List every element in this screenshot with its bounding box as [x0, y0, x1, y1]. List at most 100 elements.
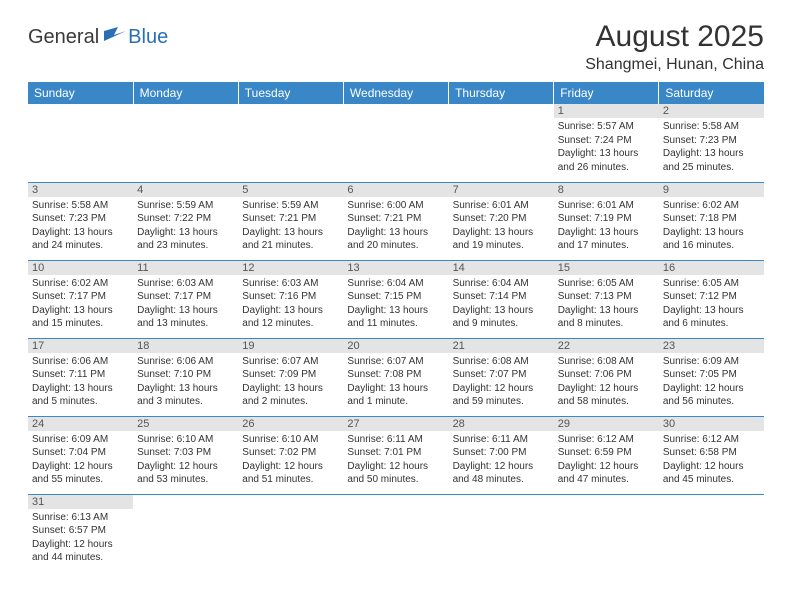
day-details: Sunrise: 6:04 AMSunset: 7:14 PMDaylight:… [449, 275, 554, 333]
sunset-text: Sunset: 7:09 PM [242, 368, 339, 382]
sunset-text: Sunset: 7:07 PM [453, 368, 550, 382]
day-number: 30 [659, 417, 764, 431]
sunrise-text: Sunrise: 6:05 AM [663, 277, 760, 291]
daylight-text: Daylight: 13 hours and 6 minutes. [663, 304, 760, 331]
sunset-text: Sunset: 7:08 PM [347, 368, 444, 382]
sunset-text: Sunset: 7:23 PM [32, 212, 129, 226]
sunrise-text: Sunrise: 6:00 AM [347, 199, 444, 213]
calendar-cell: 27Sunrise: 6:11 AMSunset: 7:01 PMDayligh… [343, 416, 448, 494]
weekday-header: Thursday [449, 82, 554, 104]
day-number: 1 [554, 104, 659, 118]
calendar-cell: 6 Sunrise: 6:00 AMSunset: 7:21 PMDaylight… [343, 182, 448, 260]
sunrise-text: Sunrise: 6:04 AM [347, 277, 444, 291]
daylight-text: Daylight: 13 hours and 25 minutes. [663, 147, 760, 174]
sunrise-text: Sunrise: 6:03 AM [137, 277, 234, 291]
day-details: Sunrise: 6:12 AMSunset: 6:59 PMDaylight:… [554, 431, 659, 489]
sunrise-text: Sunrise: 6:05 AM [558, 277, 655, 291]
day-details: Sunrise: 6:02 AMSunset: 7:18 PMDaylight:… [659, 197, 764, 255]
daylight-text: Daylight: 13 hours and 11 minutes. [347, 304, 444, 331]
calendar-cell: 14Sunrise: 6:04 AMSunset: 7:14 PMDayligh… [449, 260, 554, 338]
day-number: 14 [449, 261, 554, 275]
daylight-text: Daylight: 13 hours and 9 minutes. [453, 304, 550, 331]
calendar-cell: 31Sunrise: 6:13 AMSunset: 6:57 PMDayligh… [28, 494, 133, 572]
day-number: 19 [238, 339, 343, 353]
day-number: 29 [554, 417, 659, 431]
day-details: Sunrise: 5:57 AMSunset: 7:24 PMDaylight:… [554, 118, 659, 176]
calendar-cell [28, 104, 133, 182]
calendar-cell: 25Sunrise: 6:10 AMSunset: 7:03 PMDayligh… [133, 416, 238, 494]
sunrise-text: Sunrise: 6:13 AM [32, 511, 129, 525]
sunrise-text: Sunrise: 6:07 AM [347, 355, 444, 369]
sunset-text: Sunset: 7:02 PM [242, 446, 339, 460]
sunrise-text: Sunrise: 6:04 AM [453, 277, 550, 291]
daylight-text: Daylight: 13 hours and 5 minutes. [32, 382, 129, 409]
daylight-text: Daylight: 13 hours and 20 minutes. [347, 226, 444, 253]
daylight-text: Daylight: 12 hours and 59 minutes. [453, 382, 550, 409]
sunrise-text: Sunrise: 5:58 AM [663, 120, 760, 134]
day-number: 7 [449, 183, 554, 197]
calendar-cell: 21Sunrise: 6:08 AMSunset: 7:07 PMDayligh… [449, 338, 554, 416]
calendar-cell: 8Sunrise: 6:01 AMSunset: 7:19 PMDaylight… [554, 182, 659, 260]
calendar-cell: 29Sunrise: 6:12 AMSunset: 6:59 PMDayligh… [554, 416, 659, 494]
weekday-header: Tuesday [238, 82, 343, 104]
sunrise-text: Sunrise: 6:02 AM [32, 277, 129, 291]
sunrise-text: Sunrise: 6:12 AM [663, 433, 760, 447]
sunrise-text: Sunrise: 6:02 AM [663, 199, 760, 213]
sunrise-text: Sunrise: 6:09 AM [32, 433, 129, 447]
header: General Blue August 2025 Shangmei, Hunan… [28, 20, 764, 74]
sunset-text: Sunset: 7:13 PM [558, 290, 655, 304]
logo: General Blue [28, 20, 168, 49]
calendar-cell: 19Sunrise: 6:07 AMSunset: 7:09 PMDayligh… [238, 338, 343, 416]
sunset-text: Sunset: 7:06 PM [558, 368, 655, 382]
calendar-cell: 12Sunrise: 6:03 AMSunset: 7:16 PMDayligh… [238, 260, 343, 338]
calendar-cell [449, 494, 554, 572]
sunset-text: Sunset: 7:11 PM [32, 368, 129, 382]
day-number: 21 [449, 339, 554, 353]
day-number: 25 [133, 417, 238, 431]
day-number: 8 [554, 183, 659, 197]
calendar-table: Sunday Monday Tuesday Wednesday Thursday… [28, 82, 764, 572]
daylight-text: Daylight: 12 hours and 53 minutes. [137, 460, 234, 487]
sunset-text: Sunset: 7:21 PM [347, 212, 444, 226]
logo-flag-icon [104, 27, 126, 48]
day-number: 6 [343, 183, 448, 197]
day-number: 9 [659, 183, 764, 197]
day-number: 10 [28, 261, 133, 275]
day-details: Sunrise: 6:07 AMSunset: 7:08 PMDaylight:… [343, 353, 448, 411]
day-number: 13 [343, 261, 448, 275]
calendar-cell [554, 494, 659, 572]
sunset-text: Sunset: 7:15 PM [347, 290, 444, 304]
sunset-text: Sunset: 7:10 PM [137, 368, 234, 382]
calendar-cell: 17Sunrise: 6:06 AMSunset: 7:11 PMDayligh… [28, 338, 133, 416]
sunset-text: Sunset: 7:00 PM [453, 446, 550, 460]
day-details: Sunrise: 6:03 AMSunset: 7:16 PMDaylight:… [238, 275, 343, 333]
day-number: 31 [28, 495, 133, 509]
day-details: Sunrise: 6:05 AMSunset: 7:12 PMDaylight:… [659, 275, 764, 333]
calendar-row: 31Sunrise: 6:13 AMSunset: 6:57 PMDayligh… [28, 494, 764, 572]
calendar-cell: 11Sunrise: 6:03 AMSunset: 7:17 PMDayligh… [133, 260, 238, 338]
logo-text-blue: Blue [128, 26, 168, 49]
day-details: Sunrise: 6:09 AMSunset: 7:04 PMDaylight:… [28, 431, 133, 489]
calendar-cell: 3Sunrise: 5:58 AMSunset: 7:23 PMDaylight… [28, 182, 133, 260]
title-block: August 2025 Shangmei, Hunan, China [585, 20, 764, 74]
calendar-cell: 7Sunrise: 6:01 AMSunset: 7:20 PMDaylight… [449, 182, 554, 260]
sunset-text: Sunset: 6:58 PM [663, 446, 760, 460]
sunrise-text: Sunrise: 6:07 AM [242, 355, 339, 369]
sunset-text: Sunset: 6:57 PM [32, 524, 129, 538]
day-details: Sunrise: 6:12 AMSunset: 6:58 PMDaylight:… [659, 431, 764, 489]
calendar-cell: 13 Sunrise: 6:04 AMSunset: 7:15 PMDayligh… [343, 260, 448, 338]
calendar-cell: 1Sunrise: 5:57 AMSunset: 7:24 PMDaylight… [554, 104, 659, 182]
day-number: 20 [343, 339, 448, 353]
calendar-row: 10 Sunrise: 6:02 AM Sunset: 7:17 PM Dayligh… [28, 260, 764, 338]
day-details: Sunrise: 6:06 AMSunset: 7:11 PMDaylight:… [28, 353, 133, 411]
daylight-text: Daylight: 13 hours and 3 minutes. [137, 382, 234, 409]
sunset-text: Sunset: 7:17 PM [137, 290, 234, 304]
calendar-cell: 28Sunrise: 6:11 AMSunset: 7:00 PMDayligh… [449, 416, 554, 494]
daylight-text: Daylight: 12 hours and 48 minutes. [453, 460, 550, 487]
logo-text-general: General [28, 26, 99, 49]
sunset-text: Sunset: 7:04 PM [32, 446, 129, 460]
day-number: 2 [659, 104, 764, 118]
calendar-cell: 5Sunrise: 5:59 AMSunset: 7:21 PMDaylight… [238, 182, 343, 260]
sunset-text: Sunset: 7:14 PM [453, 290, 550, 304]
daylight-text: Daylight: 12 hours and 45 minutes. [663, 460, 760, 487]
